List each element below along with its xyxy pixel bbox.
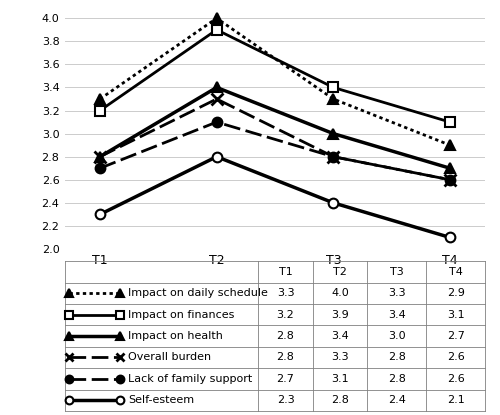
Text: Impact on daily schedule: Impact on daily schedule — [128, 288, 268, 298]
Text: T1: T1 — [278, 267, 292, 277]
Text: T2: T2 — [209, 254, 224, 267]
Text: 3.4: 3.4 — [331, 331, 349, 341]
Text: T4: T4 — [442, 254, 458, 267]
Text: 3.4: 3.4 — [388, 310, 406, 320]
Text: 3.3: 3.3 — [332, 352, 349, 362]
Text: 3.1: 3.1 — [447, 310, 464, 320]
Text: Impact on finances: Impact on finances — [128, 310, 234, 320]
Text: 2.8: 2.8 — [331, 395, 349, 405]
Text: T3: T3 — [390, 267, 404, 277]
Text: 3.9: 3.9 — [331, 310, 349, 320]
Text: 2.8: 2.8 — [276, 352, 294, 362]
Text: 2.8: 2.8 — [388, 374, 406, 384]
Text: T4: T4 — [448, 267, 462, 277]
Text: 2.8: 2.8 — [276, 331, 294, 341]
Text: 4.0: 4.0 — [331, 288, 349, 298]
Text: 2.4: 2.4 — [388, 395, 406, 405]
Text: Lack of family support: Lack of family support — [128, 374, 252, 384]
Text: 2.6: 2.6 — [446, 374, 464, 384]
Text: T1: T1 — [92, 254, 108, 267]
Text: Overall burden: Overall burden — [128, 352, 211, 362]
Text: 2.3: 2.3 — [276, 395, 294, 405]
Text: 2.1: 2.1 — [446, 395, 464, 405]
Text: 2.9: 2.9 — [446, 288, 464, 298]
Text: 3.0: 3.0 — [388, 331, 406, 341]
Text: 2.8: 2.8 — [388, 352, 406, 362]
Text: Impact on health: Impact on health — [128, 331, 223, 341]
Text: T2: T2 — [333, 267, 347, 277]
Text: Self-esteem: Self-esteem — [128, 395, 194, 405]
Text: 3.1: 3.1 — [332, 374, 349, 384]
Text: 2.6: 2.6 — [446, 352, 464, 362]
Text: 2.7: 2.7 — [276, 374, 294, 384]
Text: 2.7: 2.7 — [446, 331, 464, 341]
Text: 3.2: 3.2 — [276, 310, 294, 320]
Text: 3.3: 3.3 — [388, 288, 406, 298]
Text: T3: T3 — [326, 254, 341, 267]
Text: 3.3: 3.3 — [276, 288, 294, 298]
